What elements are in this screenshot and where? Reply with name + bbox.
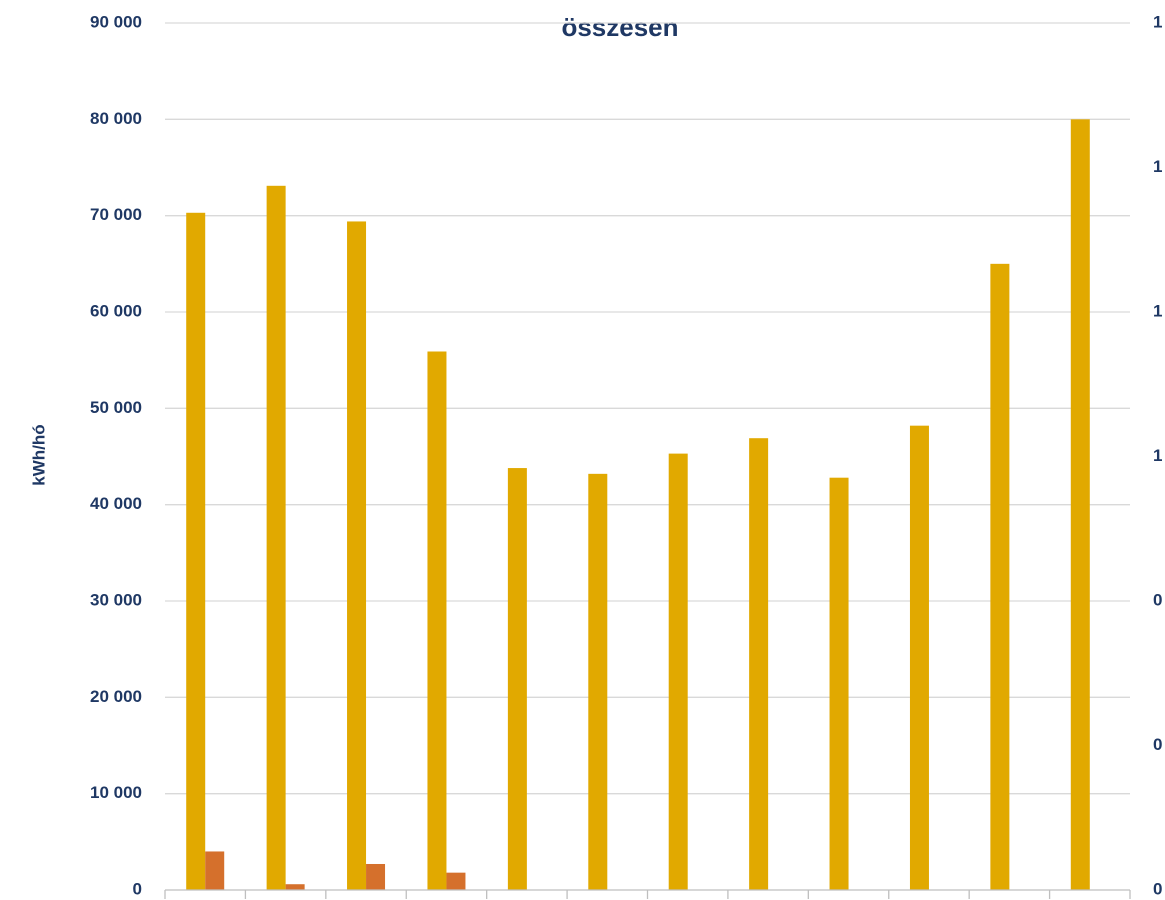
bar [347, 221, 367, 891]
bar [205, 851, 225, 890]
y-tick-label: 30 000 [90, 590, 142, 609]
bar [1070, 119, 1090, 891]
bar [990, 263, 1010, 890]
bar [749, 438, 769, 890]
y-tick-label: 40 000 [90, 494, 142, 513]
y2-tick-label: 1 [1153, 301, 1162, 320]
y-tick-label: 80 000 [90, 109, 142, 128]
y-tick-label: 60 000 [90, 301, 142, 320]
chart-title: összesen [561, 12, 678, 42]
bar [446, 872, 466, 890]
y-tick-label: 50 000 [90, 398, 142, 417]
y-tick-label: 0 [133, 879, 142, 898]
y-tick-label: 70 000 [90, 205, 142, 224]
y2-tick-label: 1 [1153, 12, 1162, 31]
bar [588, 473, 608, 890]
y2-tick-label: 0 [1153, 590, 1162, 609]
bar [366, 863, 386, 890]
y2-tick-label: 1 [1153, 446, 1162, 465]
bar [285, 884, 305, 890]
y2-tick-label: 0 [1153, 735, 1162, 754]
y-tick-label: 20 000 [90, 687, 142, 706]
y-tick-label: 10 000 [90, 783, 142, 802]
y-axis-label: kWh/hó [29, 424, 48, 485]
bar [186, 212, 206, 890]
y2-tick-label: 1 [1153, 157, 1162, 176]
bar [427, 351, 447, 890]
bar [668, 453, 688, 890]
bar [909, 425, 929, 890]
bar [829, 477, 849, 890]
bar [507, 468, 527, 890]
y-tick-label: 90 000 [90, 12, 142, 31]
bar [266, 185, 286, 890]
y2-tick-label: 0 [1153, 879, 1162, 898]
